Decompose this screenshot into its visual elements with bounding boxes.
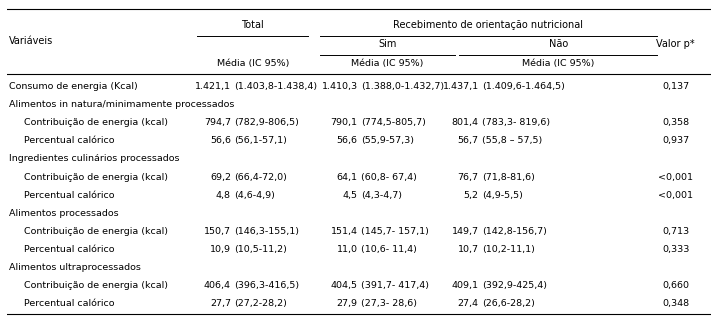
Text: (391,7- 417,4): (391,7- 417,4): [361, 281, 429, 290]
Text: Total: Total: [241, 20, 264, 30]
Text: 27,4: 27,4: [457, 299, 479, 308]
Text: (774,5-805,7): (774,5-805,7): [361, 118, 426, 127]
Text: 56,7: 56,7: [457, 137, 479, 145]
Text: Alimentos ultraprocessados: Alimentos ultraprocessados: [9, 263, 141, 272]
Text: 406,4: 406,4: [204, 281, 231, 290]
Text: Média (IC 95%): Média (IC 95%): [217, 59, 289, 68]
Text: 5,2: 5,2: [464, 191, 479, 200]
Text: 64,1: 64,1: [337, 173, 358, 182]
Text: 4,8: 4,8: [216, 191, 231, 200]
Text: 0,713: 0,713: [662, 227, 689, 236]
Text: (55,8 – 57,5): (55,8 – 57,5): [482, 137, 542, 145]
Text: 4,5: 4,5: [342, 191, 358, 200]
Text: (66,4-72,0): (66,4-72,0): [234, 173, 286, 182]
Text: 0,358: 0,358: [662, 118, 689, 127]
Text: (1.409,6-1.464,5): (1.409,6-1.464,5): [482, 82, 565, 91]
Text: 56,6: 56,6: [337, 137, 358, 145]
Text: Não: Não: [549, 39, 568, 49]
Text: Variáveis: Variáveis: [9, 36, 53, 47]
Text: Percentual calórico: Percentual calórico: [24, 137, 115, 145]
Text: 409,1: 409,1: [452, 281, 479, 290]
Text: Contribuição de energia (kcal): Contribuição de energia (kcal): [24, 281, 168, 290]
Text: 404,5: 404,5: [330, 281, 358, 290]
Text: Ingredientes culinários processados: Ingredientes culinários processados: [9, 154, 179, 163]
Text: 1.410,3: 1.410,3: [322, 82, 358, 91]
Text: Valor p*: Valor p*: [656, 39, 695, 49]
Text: (4,9-5,5): (4,9-5,5): [482, 191, 523, 200]
Text: <0,001: <0,001: [658, 173, 693, 182]
Text: Contribuição de energia (kcal): Contribuição de energia (kcal): [24, 118, 168, 127]
Text: 10,7: 10,7: [457, 245, 479, 254]
Text: 0,137: 0,137: [662, 82, 689, 91]
Text: 56,6: 56,6: [210, 137, 231, 145]
Text: (783,3- 819,6): (783,3- 819,6): [482, 118, 550, 127]
Text: (10,5-11,2): (10,5-11,2): [234, 245, 286, 254]
Text: 150,7: 150,7: [204, 227, 231, 236]
Text: (396,3-416,5): (396,3-416,5): [234, 281, 299, 290]
Text: (60,8- 67,4): (60,8- 67,4): [361, 173, 417, 182]
Text: Percentual calórico: Percentual calórico: [24, 245, 115, 254]
Text: (146,3-155,1): (146,3-155,1): [234, 227, 299, 236]
Text: 1.421,1: 1.421,1: [195, 82, 231, 91]
Text: (145,7- 157,1): (145,7- 157,1): [361, 227, 429, 236]
Text: 76,7: 76,7: [457, 173, 479, 182]
Text: 0,660: 0,660: [662, 281, 689, 290]
Text: (10,2-11,1): (10,2-11,1): [482, 245, 535, 254]
Text: (27,3- 28,6): (27,3- 28,6): [361, 299, 417, 308]
Text: (4,3-4,7): (4,3-4,7): [361, 191, 402, 200]
Text: (392,9-425,4): (392,9-425,4): [482, 281, 547, 290]
Text: (1.403,8-1.438,4): (1.403,8-1.438,4): [234, 82, 317, 91]
Text: 149,7: 149,7: [452, 227, 479, 236]
Text: Recebimento de orientação nutricional: Recebimento de orientação nutricional: [393, 20, 584, 30]
Text: (56,1-57,1): (56,1-57,1): [234, 137, 286, 145]
Text: (27,2-28,2): (27,2-28,2): [234, 299, 286, 308]
Text: Percentual calórico: Percentual calórico: [24, 299, 115, 308]
Text: (1.388,0-1.432,7): (1.388,0-1.432,7): [361, 82, 444, 91]
Text: 69,2: 69,2: [210, 173, 231, 182]
Text: 11,0: 11,0: [337, 245, 358, 254]
Text: Consumo de energia (Kcal): Consumo de energia (Kcal): [9, 82, 137, 91]
Text: 27,7: 27,7: [210, 299, 231, 308]
Text: Alimentos in natura/minimamente processados: Alimentos in natura/minimamente processa…: [9, 100, 234, 109]
Text: Média (IC 95%): Média (IC 95%): [351, 59, 424, 68]
Text: 0,333: 0,333: [662, 245, 689, 254]
Text: (782,9-806,5): (782,9-806,5): [234, 118, 299, 127]
Text: (26,6-28,2): (26,6-28,2): [482, 299, 535, 308]
Text: Alimentos processados: Alimentos processados: [9, 209, 118, 218]
Text: Sim: Sim: [378, 39, 396, 49]
Text: 151,4: 151,4: [330, 227, 358, 236]
Text: 0,937: 0,937: [662, 137, 689, 145]
Text: 0,348: 0,348: [662, 299, 689, 308]
Text: 27,9: 27,9: [337, 299, 358, 308]
Text: Percentual calórico: Percentual calórico: [24, 191, 115, 200]
Text: (71,8-81,6): (71,8-81,6): [482, 173, 535, 182]
Text: (142,8-156,7): (142,8-156,7): [482, 227, 547, 236]
Text: Contribuição de energia (kcal): Contribuição de energia (kcal): [24, 173, 168, 182]
Text: 794,7: 794,7: [204, 118, 231, 127]
Text: Contribuição de energia (kcal): Contribuição de energia (kcal): [24, 227, 168, 236]
Text: 790,1: 790,1: [330, 118, 358, 127]
Text: Média (IC 95%): Média (IC 95%): [522, 59, 595, 68]
Text: 801,4: 801,4: [452, 118, 479, 127]
Text: 1.437,1: 1.437,1: [442, 82, 479, 91]
Text: (4,6-4,9): (4,6-4,9): [234, 191, 274, 200]
Text: (55,9-57,3): (55,9-57,3): [361, 137, 414, 145]
Text: <0,001: <0,001: [658, 191, 693, 200]
Text: 10,9: 10,9: [210, 245, 231, 254]
Text: (10,6- 11,4): (10,6- 11,4): [361, 245, 417, 254]
